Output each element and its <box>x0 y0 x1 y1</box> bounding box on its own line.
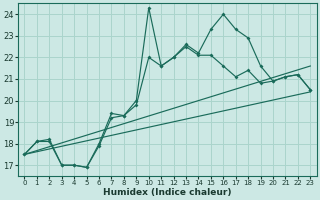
X-axis label: Humidex (Indice chaleur): Humidex (Indice chaleur) <box>103 188 232 197</box>
